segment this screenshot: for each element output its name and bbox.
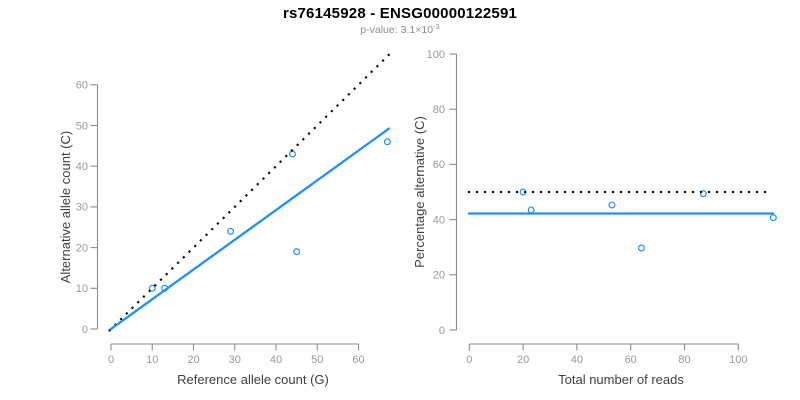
x-tick-label: 60 — [352, 354, 364, 366]
y-tick-label: 20 — [433, 270, 445, 282]
x-tick-label: 60 — [625, 354, 637, 366]
x-tick-label: 80 — [678, 354, 690, 366]
y-tick-label: 60 — [433, 159, 445, 171]
x-tick-label: 40 — [571, 354, 583, 366]
y-tick-label: 30 — [76, 202, 88, 214]
x-tick-label: 100 — [729, 354, 747, 366]
allele-count-scatter-x-axis-title: Reference allele count (G) — [177, 372, 329, 387]
pvalue-exponent: -3 — [433, 22, 440, 31]
x-tick-label: 30 — [229, 354, 241, 366]
y-tick-label: 50 — [76, 120, 88, 132]
figure-subtitle: p-value: 3.1×10-3 — [0, 22, 800, 37]
y-tick-label: 40 — [76, 161, 88, 173]
data-point — [699, 190, 707, 198]
y-tick-label: 0 — [439, 325, 445, 337]
data-point — [289, 150, 297, 158]
data-point — [637, 244, 645, 252]
y-tick-label: 100 — [427, 49, 445, 61]
data-point — [293, 248, 301, 256]
data-point — [527, 206, 535, 214]
data-point — [383, 138, 391, 146]
data-point — [148, 284, 156, 292]
x-tick-label: 40 — [270, 354, 282, 366]
x-tick-label: 20 — [517, 354, 529, 366]
allele-count-scatter-y-axis-title: Alternative allele count (C) — [58, 131, 73, 283]
data-point — [227, 227, 235, 235]
pvalue-base: 3.1×10 — [400, 24, 434, 36]
y-tick-label: 60 — [76, 80, 88, 92]
data-point — [769, 214, 777, 222]
x-tick-label: 0 — [108, 354, 114, 366]
x-tick-label: 50 — [311, 354, 323, 366]
y-tick-label: 0 — [82, 324, 88, 336]
pvalue-label: p-value: — [360, 24, 398, 36]
y-tick-label: 40 — [433, 214, 445, 226]
percentage-scatter-x-axis-title: Total number of reads — [558, 372, 684, 387]
identity-line — [108, 53, 391, 332]
y-tick-label: 10 — [76, 283, 88, 295]
x-tick-label: 0 — [466, 354, 472, 366]
y-tick-label: 20 — [76, 242, 88, 254]
figure-title: rs76145928 - ENSG00000122591 — [282, 5, 518, 22]
percentage-scatter-y-axis-title: Percentage alternative (C) — [412, 116, 427, 268]
y-tick-label: 80 — [433, 104, 445, 116]
fit-line — [109, 127, 391, 331]
x-tick-label: 20 — [187, 354, 199, 366]
data-point — [608, 201, 616, 209]
x-tick-label: 10 — [146, 354, 158, 366]
